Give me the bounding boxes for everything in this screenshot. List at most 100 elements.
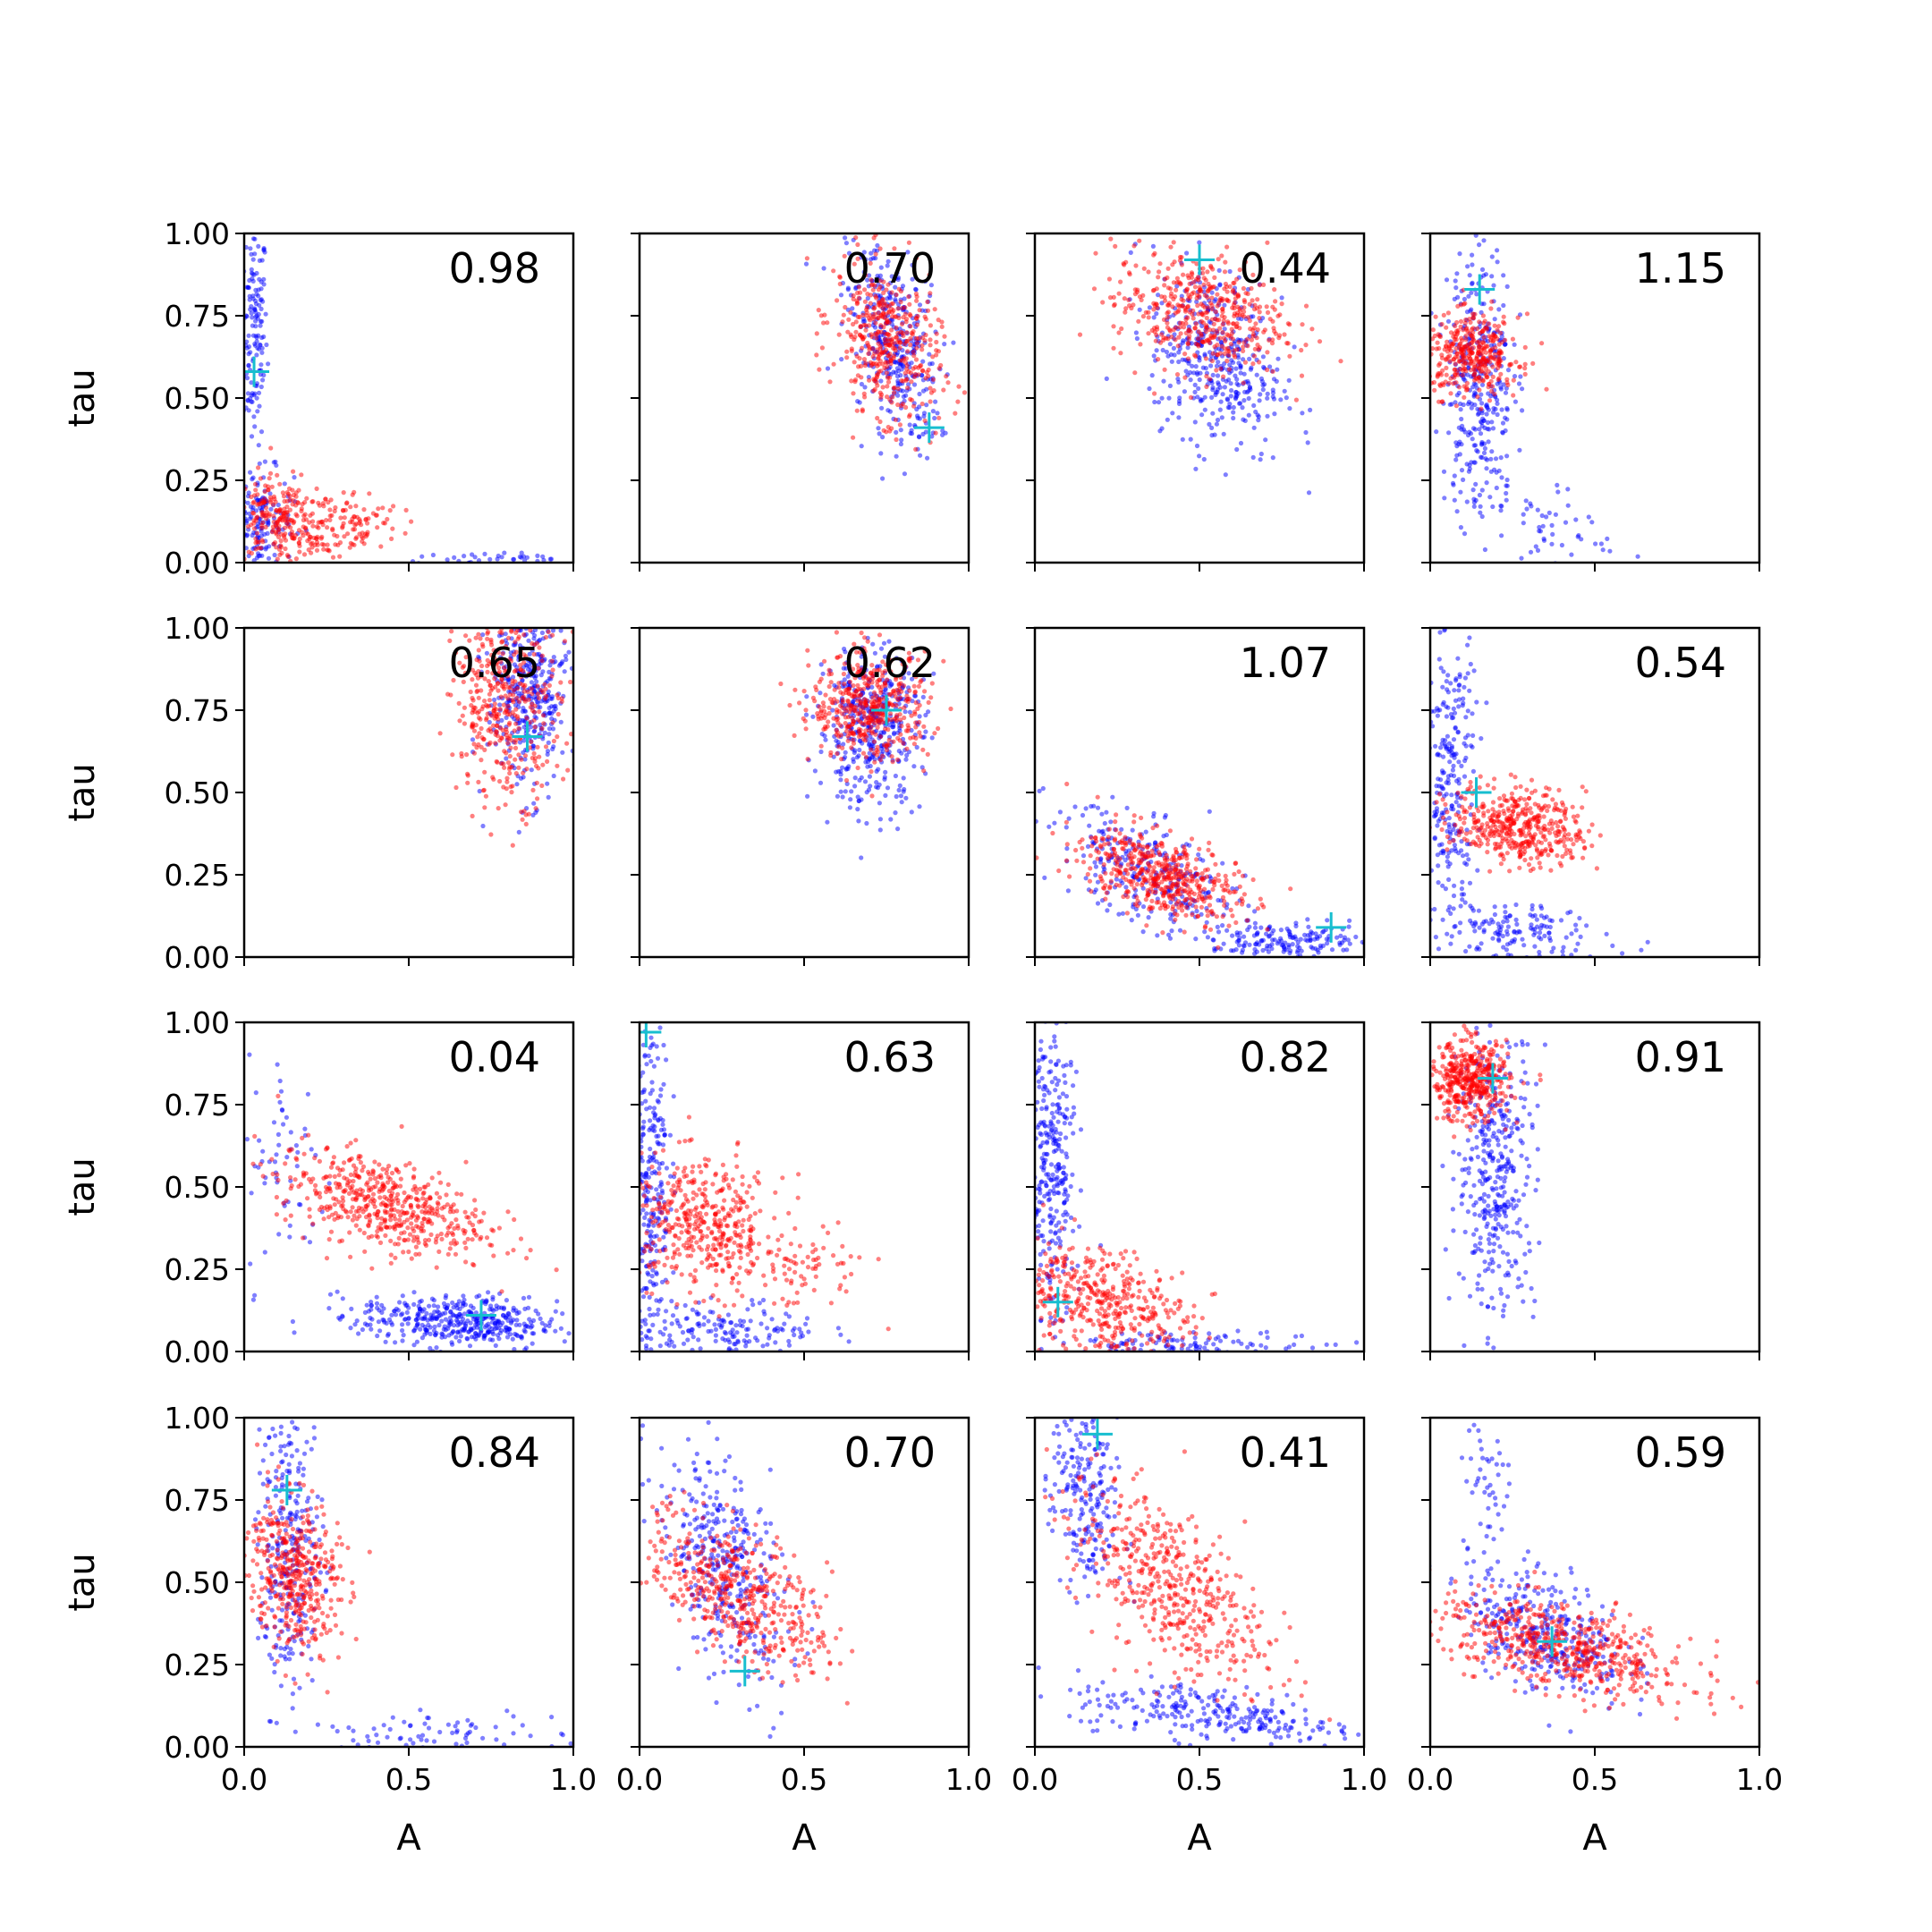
red-series-point (1208, 265, 1214, 270)
blue-series-point (498, 655, 504, 660)
blue-series-point (1549, 541, 1555, 547)
red-series-point (465, 780, 470, 785)
red-series-point (522, 753, 529, 758)
red-series-point (479, 663, 485, 669)
blue-series-point (266, 521, 271, 526)
blue-series-point (822, 733, 827, 739)
red-series-point (1167, 328, 1173, 334)
red-series-point (934, 339, 939, 345)
red-series-point (851, 292, 856, 299)
blue-series-point (249, 267, 254, 272)
red-series-point (857, 332, 863, 337)
red-series-point (873, 732, 878, 737)
blue-series-point (1504, 417, 1510, 422)
red-series-point (1196, 277, 1201, 283)
blue-series-point (529, 767, 534, 773)
red-series-point (329, 513, 335, 519)
blue-series-point (1072, 804, 1078, 809)
red-series-point (1215, 329, 1220, 335)
blue-series-point (877, 782, 882, 787)
blue-series-point (1550, 531, 1555, 538)
red-series-point (282, 506, 287, 512)
red-series-point (1190, 291, 1195, 296)
red-series-point (367, 491, 372, 496)
red-series-point (835, 298, 840, 303)
blue-series-point (1565, 503, 1571, 508)
blue-series-point (895, 275, 902, 280)
red-series-point (290, 536, 295, 541)
blue-series-point (899, 437, 904, 443)
red-series-point (1171, 240, 1176, 245)
blue-series-point (1227, 402, 1233, 407)
blue-series-point (1504, 483, 1509, 488)
blue-series-point (260, 377, 266, 383)
red-series-point (1441, 312, 1446, 318)
red-series-point (846, 317, 852, 322)
blue-series-point (1485, 426, 1490, 432)
blue-series-point (1469, 405, 1474, 411)
blue-series-point (1565, 487, 1571, 492)
blue-series-point (247, 277, 252, 284)
blue-series-point (1469, 290, 1474, 295)
red-series-point (1496, 376, 1502, 381)
blue-series-point (1197, 240, 1202, 245)
red-series-point (544, 693, 549, 699)
blue-series-point (258, 372, 263, 377)
red-series-point (861, 686, 867, 691)
red-series-point (475, 734, 480, 740)
red-series-point (878, 690, 884, 695)
blue-series-point (497, 702, 503, 708)
red-series-point (854, 689, 860, 694)
red-series-point (1498, 330, 1504, 335)
red-series-point (932, 307, 937, 312)
red-series-point (296, 487, 301, 493)
blue-series-point (932, 415, 937, 421)
blue-series-point (838, 292, 844, 298)
blue-series-point (1470, 262, 1475, 267)
red-series-point (854, 649, 860, 655)
red-series-point (913, 291, 919, 297)
red-series-point (485, 636, 490, 641)
blue-series-point (1253, 409, 1258, 415)
red-series-point (866, 677, 871, 682)
red-series-point (482, 805, 487, 810)
red-series-point (888, 358, 894, 363)
red-series-point (924, 369, 929, 375)
red-series-point (902, 668, 907, 674)
red-series-point (881, 290, 886, 295)
red-series-point (506, 722, 512, 727)
blue-series-point (1471, 381, 1477, 386)
red-series-point (293, 556, 299, 562)
red-series-point (341, 521, 346, 526)
red-series-point (921, 724, 927, 729)
blue-series-point (1212, 432, 1217, 437)
red-series-point (925, 299, 930, 305)
red-series-point (1481, 320, 1487, 326)
red-series-point (360, 535, 366, 541)
red-series-point (867, 347, 872, 352)
red-series-point (254, 515, 259, 521)
blue-series-point (885, 785, 891, 791)
red-series-point (1236, 340, 1241, 345)
blue-series-point (1477, 242, 1482, 248)
red-series-point (1241, 309, 1247, 315)
blue-series-point (869, 684, 875, 690)
blue-series-point (566, 649, 572, 655)
red-series-point (521, 689, 527, 694)
red-series-point (1182, 309, 1188, 314)
red-series-point (460, 713, 465, 718)
red-series-point (1214, 368, 1219, 373)
red-series-point (1249, 337, 1254, 343)
red-series-point (1140, 314, 1146, 319)
blue-series-point (1484, 466, 1489, 471)
red-series-point (1250, 361, 1256, 367)
red-series-point (876, 310, 881, 316)
red-series-point (1215, 352, 1221, 358)
red-series-point (1436, 334, 1442, 339)
red-series (778, 630, 953, 799)
blue-series-point (841, 741, 846, 747)
red-series-point (274, 523, 279, 530)
red-series-point (898, 299, 903, 305)
red-series-point (283, 546, 288, 552)
red-series-point (1220, 329, 1225, 335)
